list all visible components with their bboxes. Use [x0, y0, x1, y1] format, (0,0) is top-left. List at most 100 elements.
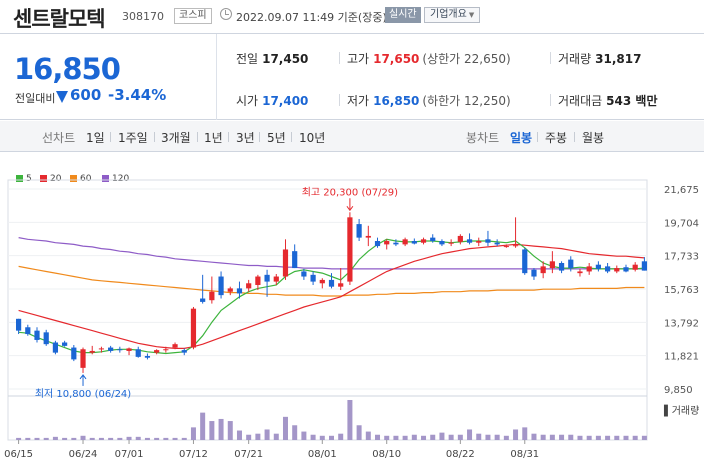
volume-bar — [34, 437, 40, 440]
x-tick-label: 07/21 — [234, 449, 263, 460]
legend-ma60[interactable]: 60 — [70, 174, 91, 184]
volume-label: 거래량 — [558, 52, 592, 66]
legend-ma5[interactable]: 5 — [16, 174, 32, 184]
volume-bar — [117, 437, 123, 440]
candle-body — [227, 288, 233, 292]
tab-daily[interactable]: 일봉 — [510, 131, 533, 145]
candlestick-chart[interactable]: 21,675 19,704 17,733 15,763 13,792 11,821 9,85… — [0, 166, 704, 464]
tab-divider — [574, 132, 575, 142]
candle-body — [108, 347, 114, 351]
volume-bar — [172, 437, 178, 440]
low-marker-arrow — [79, 374, 87, 380]
volume-bar — [457, 434, 463, 440]
volume-bar — [190, 427, 196, 440]
low-label: 저가 — [347, 94, 370, 108]
x-tick-label: 08/31 — [510, 449, 539, 460]
volume-bar — [246, 434, 252, 440]
tab-divider — [154, 132, 155, 142]
legend-ma20[interactable]: 20 — [40, 174, 61, 184]
tab-10y[interactable]: 10년 — [299, 131, 326, 145]
tab-5y[interactable]: 5년 — [267, 131, 286, 145]
tab-1d[interactable]: 1일 — [86, 131, 105, 145]
candle-body — [503, 246, 509, 248]
tab-monthly[interactable]: 월봉 — [582, 131, 605, 145]
chart-period-tabs: 선차트 1일 1주일 3개월 1년 3년 5년 10년 봉차트 일봉 주봉 월봉 — [0, 121, 704, 152]
tab-divider — [110, 132, 111, 142]
tab-divider — [228, 132, 229, 142]
candle-body — [512, 245, 519, 247]
candle-body — [25, 327, 31, 335]
market-badge: 코스피 — [174, 8, 212, 24]
volume-bar — [135, 436, 141, 440]
prev-close-value: 17,450 — [262, 52, 309, 66]
high-cell: 고가 17,650 (상한가 22,650) — [339, 50, 511, 67]
volume-bar — [236, 430, 242, 440]
candle-body — [439, 241, 445, 245]
realtime-button[interactable]: 실시간 — [385, 7, 421, 23]
volume-bar — [282, 416, 288, 440]
candle-body — [319, 279, 325, 284]
volume-bar — [476, 433, 482, 440]
volume-bar — [71, 437, 77, 440]
down-arrow-icon — [56, 91, 68, 103]
candle-body — [190, 308, 197, 348]
legend-ma120[interactable]: 120 — [102, 174, 129, 184]
volume-bar — [62, 437, 68, 440]
candle-body — [172, 344, 178, 348]
tab-1w[interactable]: 1주일 — [118, 131, 148, 145]
ma120-line — [18, 237, 645, 270]
volume-bar — [338, 433, 344, 440]
candle-body — [98, 348, 105, 350]
volume-bar — [568, 434, 574, 440]
company-info-dropdown[interactable]: 기업개요 ▼ — [424, 7, 481, 23]
volume-bar — [80, 435, 86, 440]
volume-bar — [559, 434, 565, 440]
stock-header: 센트랄모텍 308170 코스피 2022.09.07 11:49 기준(장중)… — [0, 0, 704, 34]
low-cell: 저가 16,850 (하한가 12,250) — [339, 92, 511, 109]
volume-label: ▌거래량 — [663, 404, 699, 417]
volume-bar — [89, 437, 95, 440]
candle-body — [604, 266, 611, 272]
candle-body — [641, 261, 647, 271]
volume-bar — [430, 434, 436, 440]
chevron-down-icon: ▼ — [468, 11, 475, 19]
volume-bar — [540, 434, 546, 440]
volume-bar — [605, 435, 611, 440]
x-tick-label: 08/01 — [308, 449, 337, 460]
candle-body — [301, 271, 307, 277]
candle-body — [356, 224, 362, 238]
candle-body — [218, 276, 224, 296]
price-change-pct: -3.44% — [108, 86, 167, 104]
volume-bar — [577, 435, 583, 440]
y-tick-label: 21,675 — [664, 185, 699, 196]
volume-bar — [522, 427, 528, 440]
x-tick-label: 06/15 — [4, 449, 33, 460]
legend-ma20-label: 20 — [50, 174, 62, 184]
current-price: 16,850 — [14, 52, 121, 86]
volume-bar — [264, 429, 270, 440]
candle-body — [255, 276, 261, 285]
candle-body — [522, 249, 528, 274]
change-label: 전일대비 — [15, 92, 56, 105]
high-label: 고가 — [347, 52, 370, 66]
candle-body — [338, 283, 344, 287]
volume-value: 31,817 — [595, 52, 642, 66]
candle-body — [163, 349, 169, 351]
candle-body — [540, 266, 546, 274]
volume-bar — [393, 435, 399, 440]
low-value: 16,850 — [373, 94, 420, 108]
legend-ma120-label: 120 — [112, 174, 130, 184]
y-tick-label: 9,850 — [664, 385, 693, 396]
candle-body — [273, 276, 279, 282]
volume-bar — [439, 432, 445, 440]
x-tick-label: 06/24 — [69, 449, 98, 460]
tab-weekly[interactable]: 주봉 — [545, 131, 568, 145]
line-chart-label: 선차트 — [42, 131, 76, 145]
tab-1y[interactable]: 1년 — [204, 131, 223, 145]
volume-bar — [595, 435, 601, 440]
candle-body — [126, 348, 132, 351]
tab-3y[interactable]: 3년 — [236, 131, 255, 145]
tab-3m[interactable]: 3개월 — [161, 131, 191, 145]
prev-close-label: 전일 — [236, 52, 259, 66]
volume-bar — [108, 437, 114, 440]
